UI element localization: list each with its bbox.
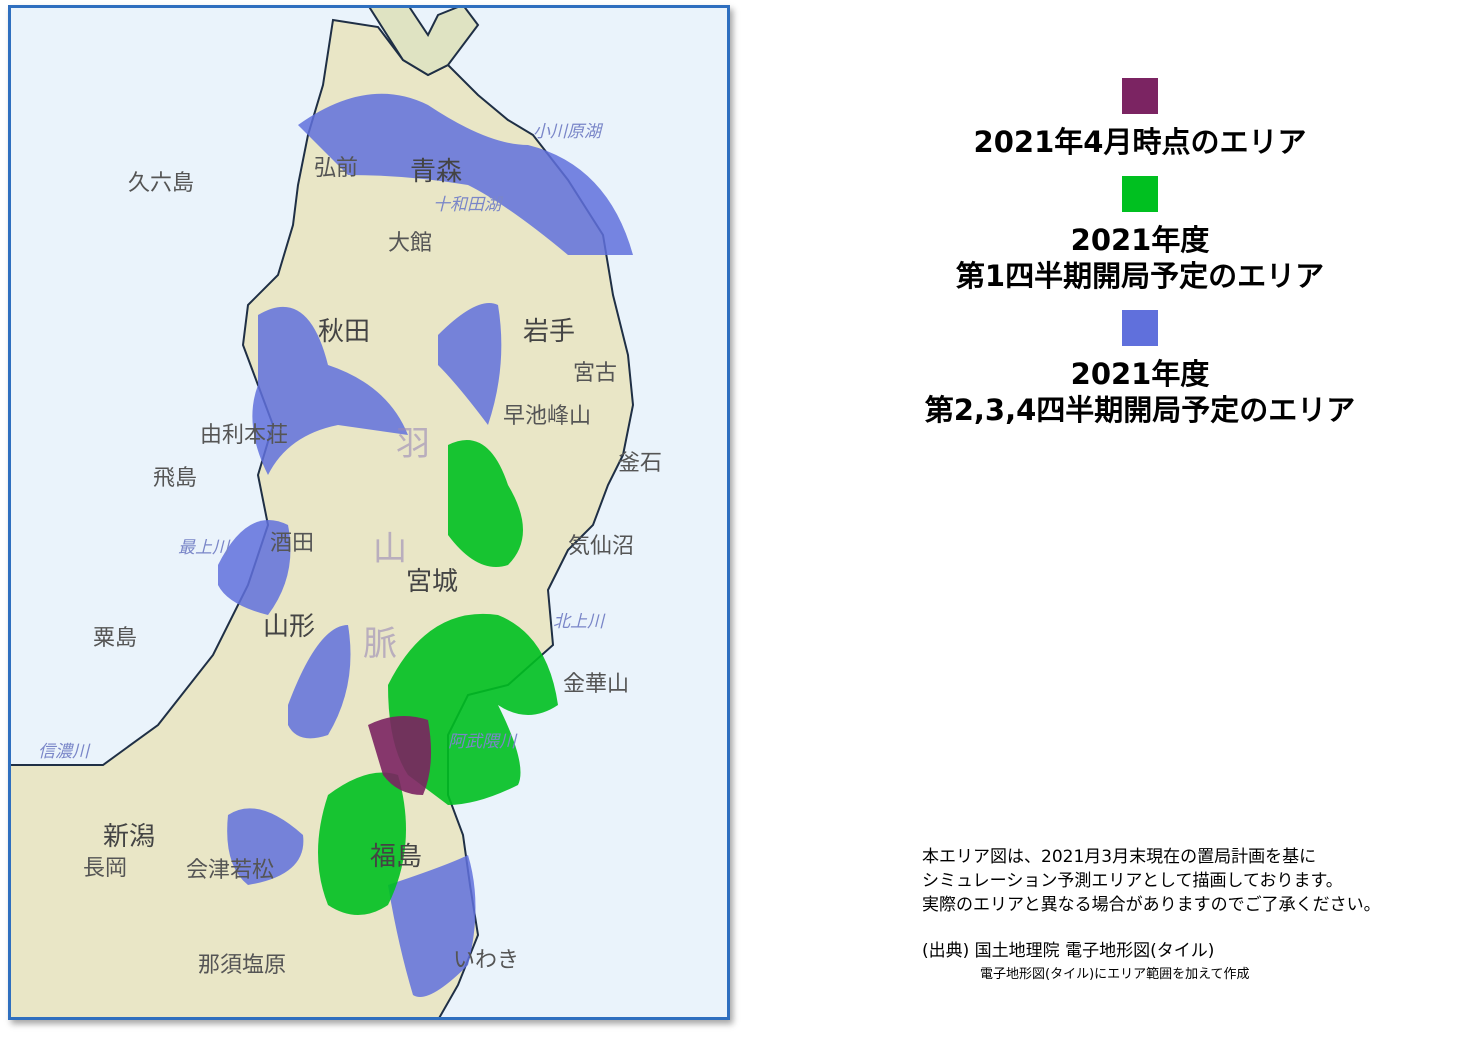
place-label: 那須塩原 xyxy=(198,953,286,978)
legend-label-line: 第2,3,4四半期開局予定のエリア xyxy=(924,393,1356,427)
coverage-area xyxy=(252,306,408,475)
coverage-area xyxy=(388,855,476,997)
place-label: 釜石 xyxy=(618,451,662,476)
place-label: 弘前 xyxy=(314,156,358,181)
place-label: 早池峰山 xyxy=(503,404,591,429)
place-label: 飛島 xyxy=(153,466,197,491)
legend-label-line: 第1四半期開局予定のエリア xyxy=(955,259,1325,293)
place-label: 長岡 xyxy=(83,856,127,881)
coverage-area xyxy=(438,303,502,425)
legend-label-line: 2021年度 xyxy=(1070,357,1210,391)
place-label: 会津若松 xyxy=(186,858,274,883)
place-label: いわき xyxy=(453,948,519,973)
legend-label: 2021年度 第2,3,4四半期開局予定のエリア xyxy=(840,356,1440,428)
place-label: 酒田 xyxy=(270,531,314,556)
legend-label-line: 2021年4月時点のエリア xyxy=(973,125,1307,159)
land-north xyxy=(366,5,480,77)
legend-label: 2021年度 第1四半期開局予定のエリア xyxy=(840,222,1440,294)
water-label: 小川原湖 xyxy=(533,122,604,142)
coverage-area xyxy=(368,716,432,795)
place-label: 青森 xyxy=(410,157,462,187)
place-label: 秋田 xyxy=(318,317,370,347)
map: 青森 秋田 岩手 山形 宮城 福島 新潟 弘前 大館 宮古 釜石 気仙沼 久六島… xyxy=(8,5,730,1020)
range-label: 脈 xyxy=(363,624,397,664)
water-label: 北上川 xyxy=(553,612,606,632)
credit: 電子地形図(タイル)にエリア範囲を加えて作成 xyxy=(980,967,1250,982)
legend-label: 2021年4月時点のエリア xyxy=(840,124,1440,160)
place-label: 由利本荘 xyxy=(200,423,288,448)
place-label: 気仙沼 xyxy=(568,534,634,559)
legend-swatch xyxy=(1122,176,1158,212)
note: 本エリア図は、2021月3月末現在の置局計画を基に シミュレーション予測エリアと… xyxy=(922,845,1381,987)
range-label: 羽 xyxy=(396,424,430,464)
coverage-area xyxy=(298,93,633,255)
water-label: 最上川 xyxy=(178,538,231,558)
water-label: 信濃川 xyxy=(38,742,91,762)
range-label: 山 xyxy=(373,529,407,569)
place-label: 大館 xyxy=(388,231,432,256)
place-label: 宮城 xyxy=(406,567,458,597)
legend-swatch xyxy=(1122,310,1158,346)
map-frame xyxy=(8,5,730,1020)
note-line: 本エリア図は、2021月3月末現在の置局計画を基に xyxy=(922,847,1317,867)
source: (出典) 国土地理院 電子地形図(タイル) xyxy=(922,941,1215,961)
coverage-area xyxy=(227,808,304,885)
legend-swatch xyxy=(1122,78,1158,114)
legend: 2021年4月時点のエリア 2021年度 第1四半期開局予定のエリア 2021年度 第2… xyxy=(840,78,1440,444)
coverage-area xyxy=(288,625,351,739)
place-label: 粟島 xyxy=(93,626,137,651)
place-label: 宮古 xyxy=(573,361,617,386)
place-label: 山形 xyxy=(263,612,315,642)
legend-label-line: 2021年度 xyxy=(1070,223,1210,257)
coverage-area xyxy=(448,440,523,567)
water-label: 十和田湖 xyxy=(433,195,504,215)
note-line: シミュレーション予測エリアとして描画しております。 xyxy=(922,871,1343,891)
place-label: 金華山 xyxy=(563,672,629,697)
place-label: 新潟 xyxy=(103,822,155,852)
coverage-area xyxy=(218,520,291,615)
coverage-area xyxy=(318,772,406,915)
place-label: 久六島 xyxy=(128,171,194,196)
place-labels: 青森 秋田 岩手 山形 宮城 福島 新潟 弘前 大館 宮古 釜石 気仙沼 久六島… xyxy=(38,122,662,978)
note-line: 実際のエリアと異なる場合がありますのでご了承ください。 xyxy=(922,895,1381,915)
place-label: 岩手 xyxy=(523,317,575,347)
place-label: 福島 xyxy=(370,842,422,872)
water-label: 阿武隈川 xyxy=(448,732,518,752)
